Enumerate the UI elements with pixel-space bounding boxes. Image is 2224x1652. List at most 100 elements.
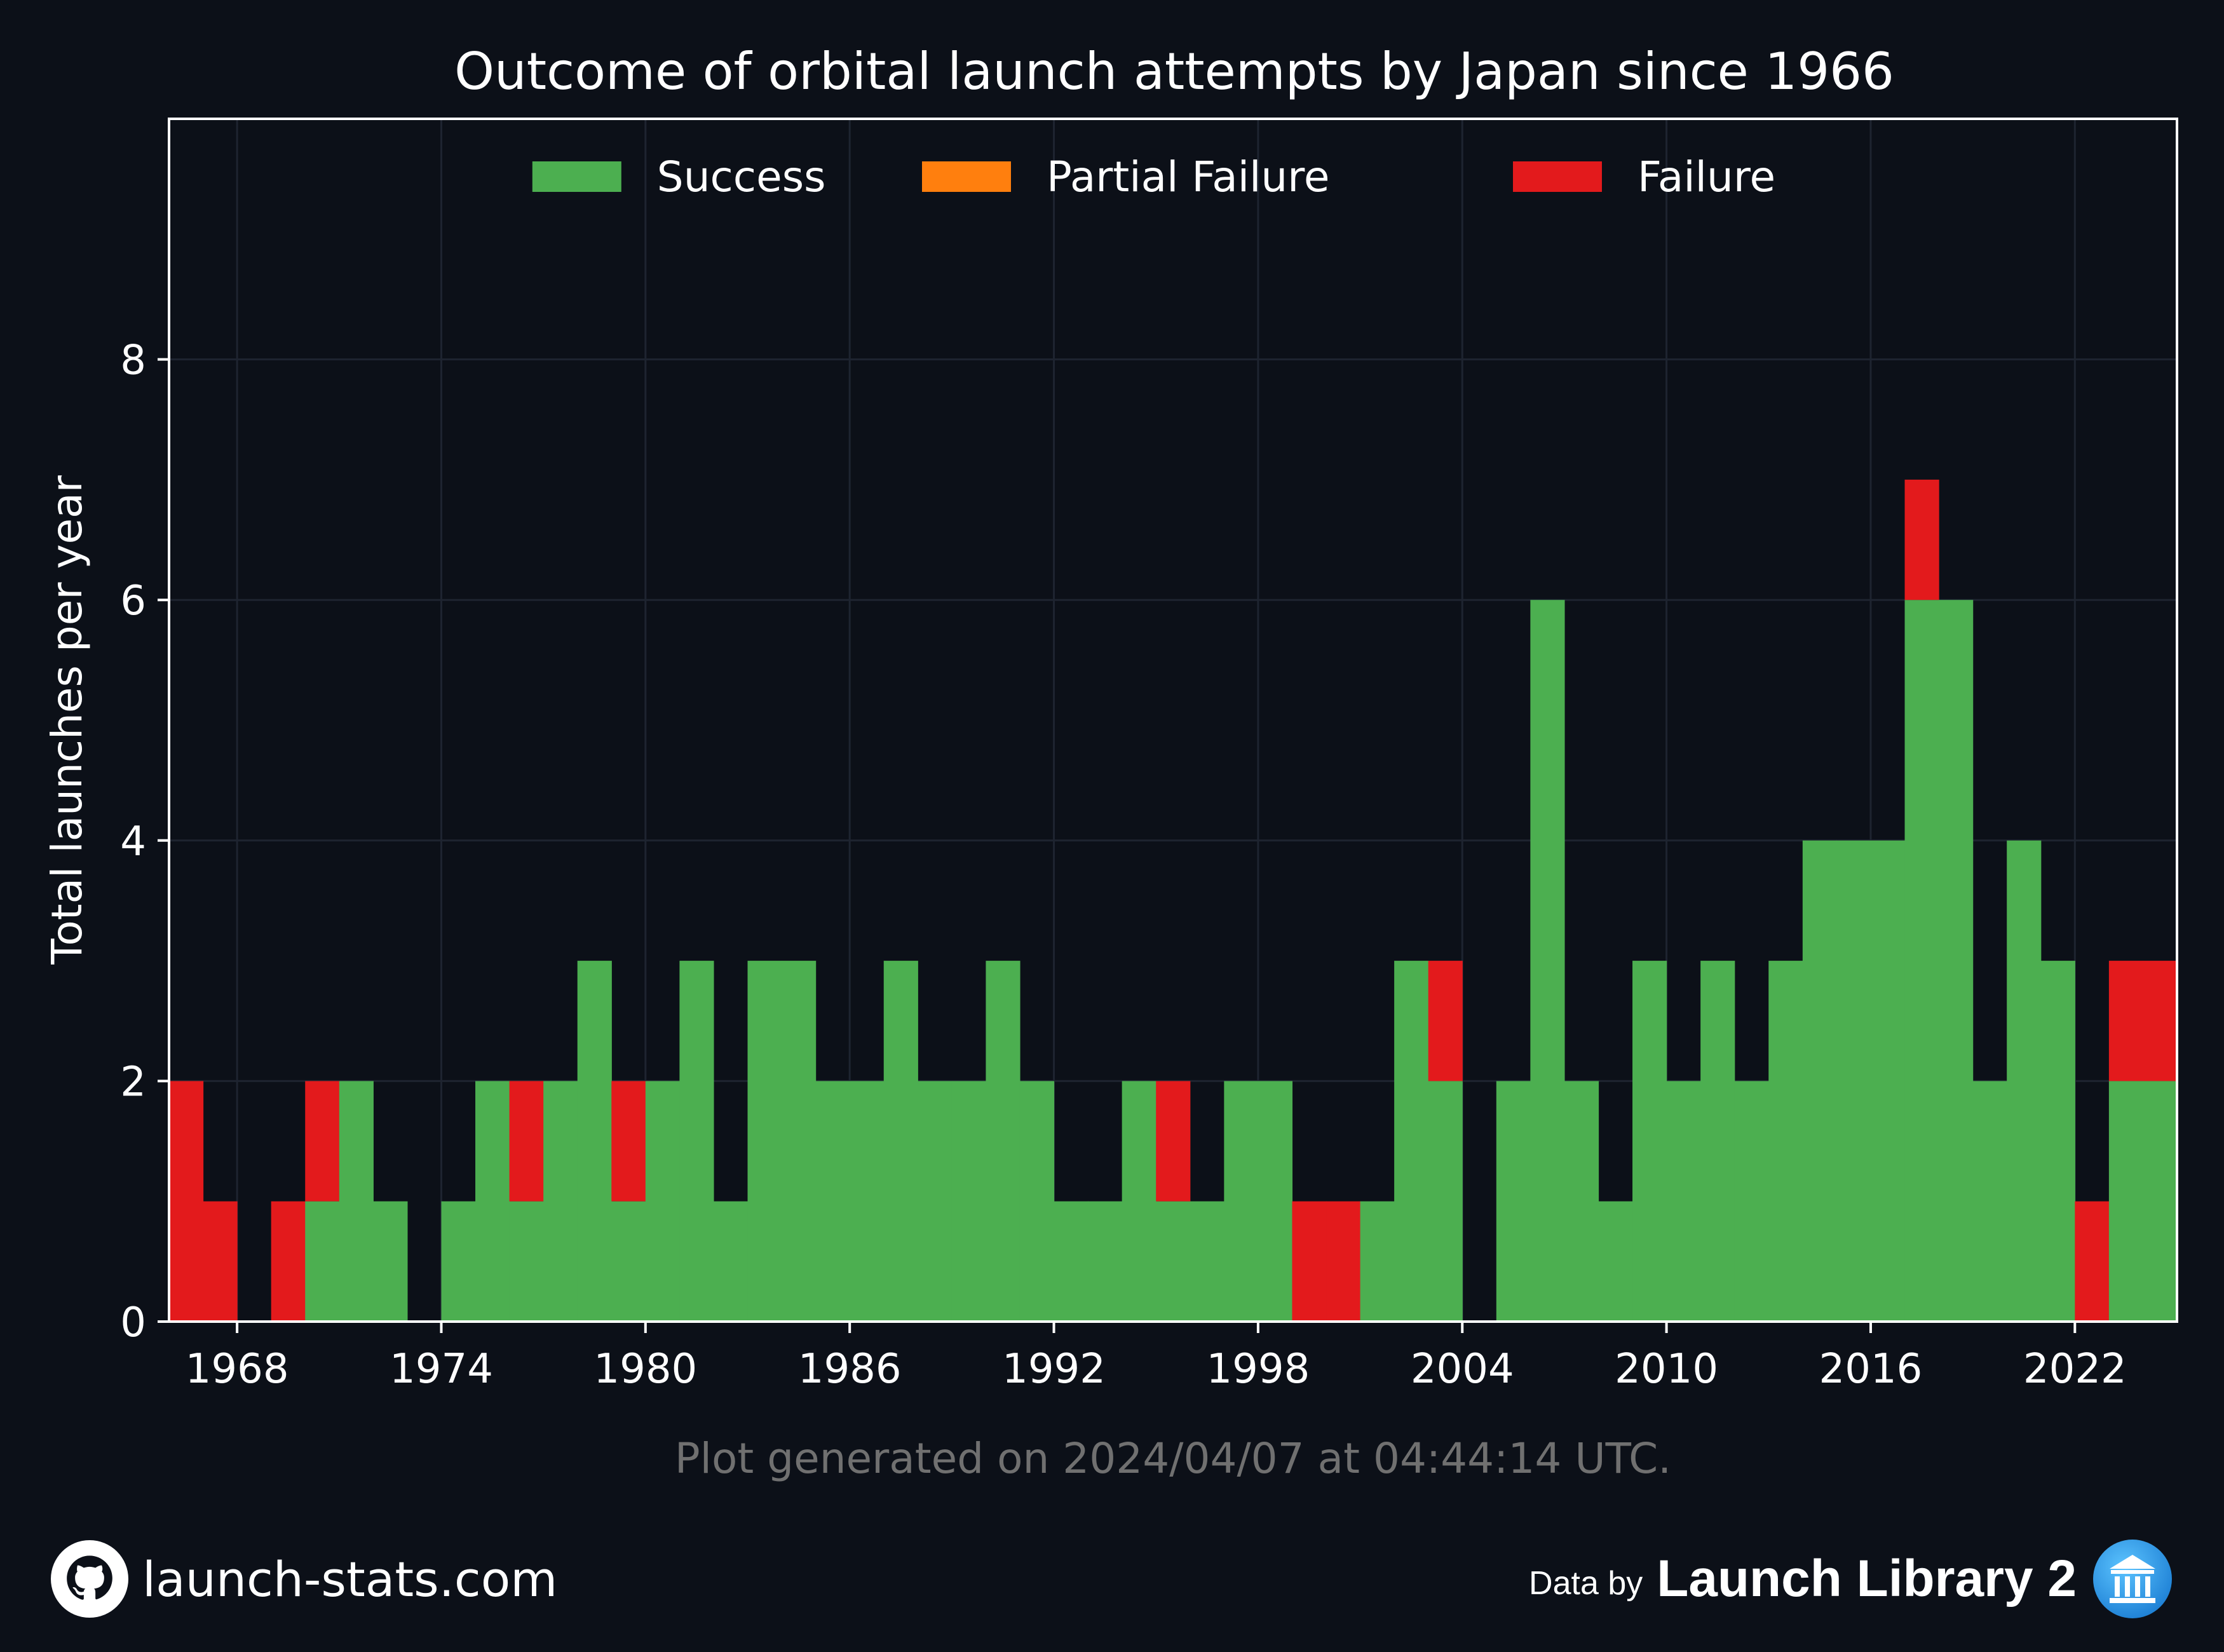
x-tick-label: 1992 (1002, 1346, 1106, 1393)
chart-title: Outcome of orbital launch attempts by Ja… (454, 42, 1894, 101)
bar-failure-1970 (305, 1081, 340, 1202)
bar-success-1981 (679, 961, 714, 1322)
bar-success-2019 (1972, 1081, 2007, 1322)
legend-label-partial-failure: Partial Failure (1047, 152, 1330, 201)
legend-swatch-partial-failure (922, 161, 1011, 192)
bar-failure-1966 (169, 1081, 204, 1322)
legend-label-success: Success (657, 152, 826, 201)
bar-success-1977 (543, 1081, 578, 1322)
x-tick-label: 1986 (798, 1346, 902, 1393)
y-tick-label: 8 (120, 337, 146, 384)
bar-success-2014 (1802, 840, 1838, 1322)
bar-success-2003 (1428, 1081, 1463, 1322)
bar-failure-1999 (1292, 1201, 1327, 1322)
bar-success-2013 (1768, 961, 1803, 1322)
bar-success-1984 (782, 961, 817, 1322)
bar-success-1992 (1054, 1201, 1088, 1322)
bar-failure-1979 (611, 1081, 646, 1202)
x-tick-label: 2004 (1411, 1346, 1514, 1393)
bar-success-2021 (2040, 961, 2075, 1322)
bar-success-1997 (1224, 1081, 1259, 1322)
bar-failure-2000 (1326, 1201, 1361, 1322)
bar-success-2018 (1939, 600, 1974, 1322)
bar-success-1978 (577, 961, 612, 1322)
y-tick-label: 2 (120, 1059, 146, 1106)
bar-success-1971 (339, 1081, 374, 1322)
bar-failure-1967 (203, 1201, 238, 1322)
y-tick-label: 4 (120, 818, 146, 865)
bar-success-1986 (850, 1081, 885, 1322)
legend-swatch-success (532, 161, 621, 192)
bar-success-1979 (611, 1201, 646, 1322)
x-tick-label: 1980 (593, 1346, 697, 1393)
bar-success-2012 (1734, 1081, 1769, 1322)
bar-success-1987 (883, 961, 918, 1322)
bar-success-1976 (509, 1201, 544, 1322)
y-axis-label: Total launches per year (43, 475, 92, 965)
bar-success-1975 (475, 1081, 510, 1322)
bar-success-1974 (441, 1201, 476, 1322)
library-logo-icon (2093, 1540, 2172, 1618)
bar-success-2017 (1904, 600, 1939, 1322)
bar-success-2008 (1598, 1201, 1633, 1322)
bar-success-2010 (1666, 1081, 1701, 1322)
bar-failure-2003 (1428, 961, 1463, 1081)
bar-success-1996 (1190, 1201, 1224, 1322)
bar-success-1991 (1019, 1081, 1055, 1322)
bar-success-2007 (1564, 1081, 1599, 1322)
bar-success-2020 (2007, 840, 2042, 1322)
bar-success-2015 (1836, 840, 1871, 1322)
bar-success-1972 (373, 1201, 408, 1322)
y-tick-label: 6 (120, 578, 146, 625)
x-tick-label: 2010 (1615, 1346, 1718, 1393)
bar-success-1995 (1156, 1201, 1191, 1322)
x-tick-label: 1974 (390, 1346, 493, 1393)
bar-success-1970 (305, 1201, 340, 1322)
bar-success-1990 (986, 961, 1020, 1322)
bar-success-1980 (645, 1081, 680, 1322)
bar-success-1988 (918, 1081, 953, 1322)
plot-generated-note: Plot generated on 2024/04/07 at 04:44:14… (675, 1434, 1671, 1483)
y-tick-label: 0 (120, 1299, 146, 1346)
x-tick-label: 2022 (2023, 1346, 2127, 1393)
bar-success-1985 (815, 1081, 850, 1322)
bar-success-2024 (2143, 1081, 2178, 1322)
plot-frame (168, 118, 2178, 1323)
x-tick-label: 1968 (186, 1346, 289, 1393)
bar-success-1989 (951, 1081, 987, 1322)
axes: 1968 1974 1980 1986 1992 1998 2004 2010 2016 2022… (120, 337, 2126, 1393)
bar-success-1982 (713, 1201, 749, 1322)
launch-library-name[interactable]: Launch Library 2 (1657, 1550, 2077, 1608)
legend: Success Partial Failure Failure (532, 152, 1775, 201)
x-tick-label: 2016 (1819, 1346, 1923, 1393)
bar-success-2023 (2108, 1081, 2144, 1322)
bar-failure-2022 (2075, 1201, 2110, 1322)
bars (169, 479, 2178, 1322)
bar-success-2011 (1700, 961, 1735, 1322)
x-tick-label: 1998 (1206, 1346, 1310, 1393)
bar-failure-2023 (2108, 961, 2144, 1081)
bar-success-2006 (1530, 600, 1565, 1322)
bar-success-2001 (1360, 1201, 1395, 1322)
bar-success-2005 (1496, 1081, 1531, 1322)
bar-failure-2024 (2143, 961, 2178, 1081)
bar-failure-1976 (509, 1081, 544, 1202)
bar-success-2009 (1632, 961, 1667, 1322)
bar-success-1983 (747, 961, 782, 1322)
bar-failure-1969 (271, 1201, 306, 1322)
bar-failure-2017 (1904, 479, 1939, 600)
bar-failure-1995 (1156, 1081, 1191, 1202)
legend-label-failure: Failure (1637, 152, 1775, 201)
legend-swatch-failure (1513, 161, 1602, 192)
site-name[interactable]: launch-stats.com (142, 1550, 558, 1608)
bar-success-1994 (1122, 1081, 1156, 1322)
data-by-label: Data by (1529, 1565, 1643, 1602)
bar-success-1998 (1258, 1081, 1293, 1322)
footer-site: launch-stats.com (51, 1540, 558, 1618)
bar-success-2016 (1870, 840, 1906, 1322)
bar-success-2002 (1394, 961, 1429, 1322)
bar-success-1993 (1088, 1201, 1123, 1322)
footer-credit: Data by Launch Library 2 (1529, 1540, 2173, 1618)
github-icon (51, 1540, 128, 1618)
